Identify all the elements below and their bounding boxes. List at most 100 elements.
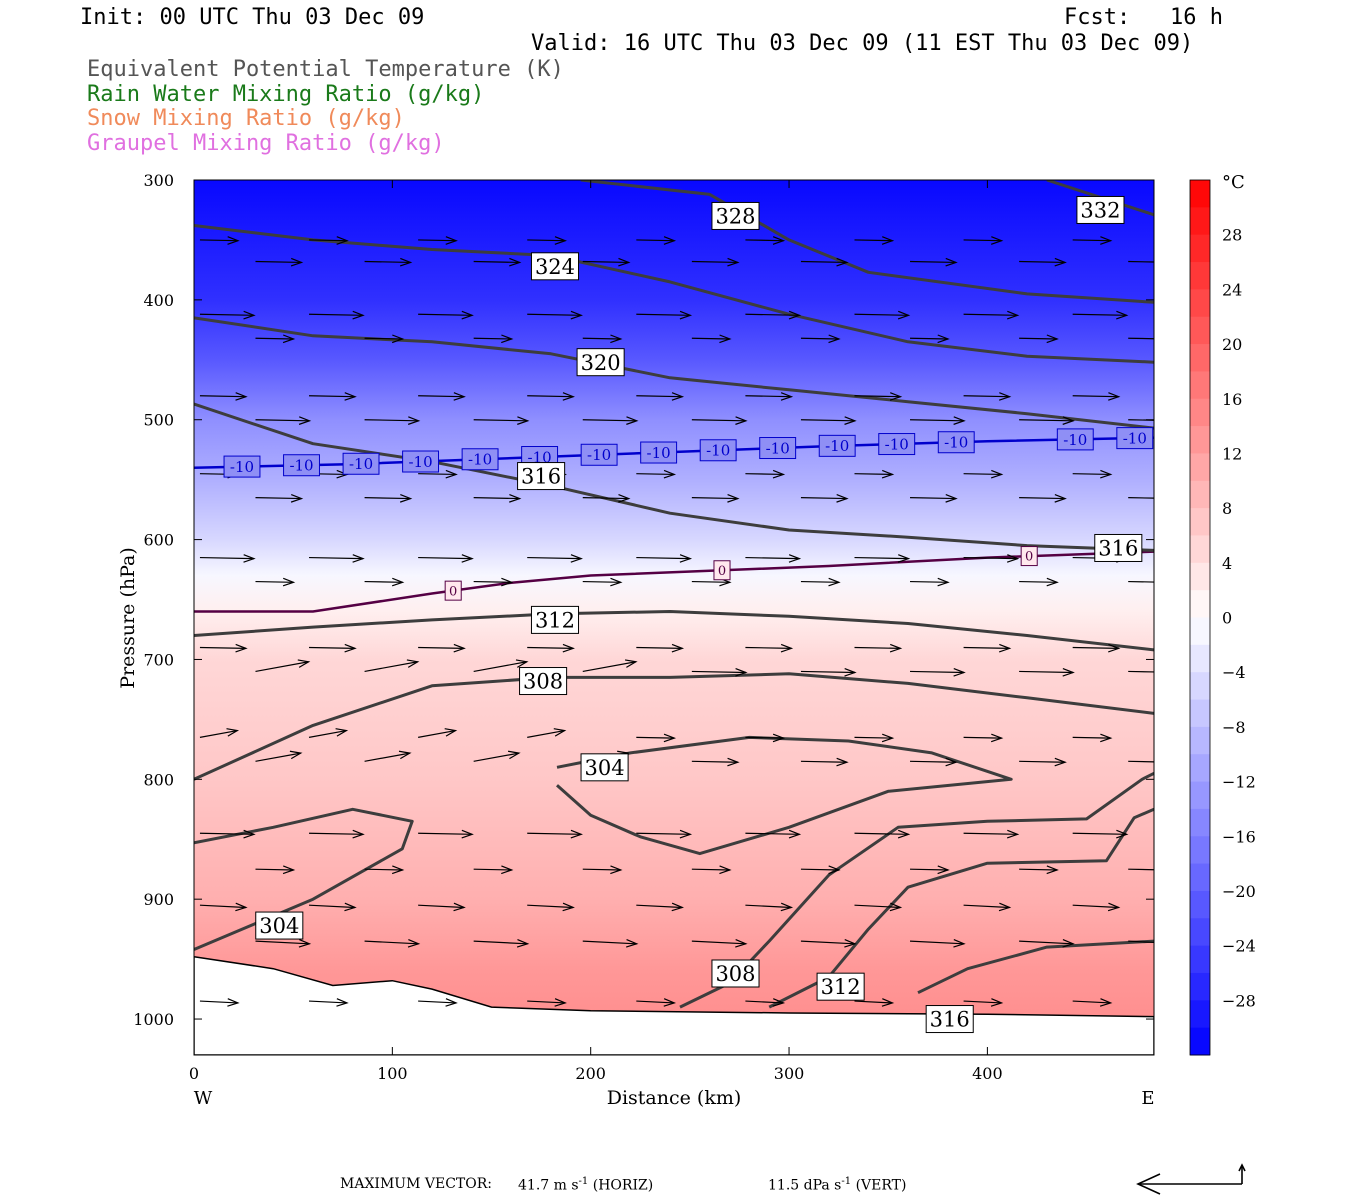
svg-text:312: 312 (535, 608, 575, 632)
colorbar-segment (1190, 945, 1210, 974)
wind-vector (364, 659, 420, 673)
y-axis-label: Pressure (hPa) (117, 547, 139, 689)
colorbar-segment (1190, 890, 1210, 919)
wind-vector (910, 334, 950, 344)
svg-text:316: 316 (521, 465, 561, 489)
wind-vector (1019, 257, 1067, 267)
svg-text:320: 320 (581, 351, 621, 375)
wind-vector (1019, 667, 1075, 677)
wind-vector (636, 392, 685, 401)
wind-vector (473, 416, 530, 425)
wind-vector (745, 236, 786, 245)
wind-vector (199, 310, 256, 320)
wind-vector (636, 902, 685, 912)
max-vector-vert: 11.5 dPa s-1 (VERT) (768, 1176, 906, 1194)
max-vector-horiz-unit: (HORIZ) (592, 1177, 654, 1194)
wind-vector (199, 554, 256, 563)
wind-vector (199, 829, 256, 839)
wind-vector (636, 469, 677, 479)
wind-vector (255, 494, 304, 503)
wind-vector (636, 310, 693, 320)
svg-text:328: 328 (715, 205, 755, 229)
wind-vector (255, 577, 296, 587)
colorbar-segment (1190, 262, 1210, 290)
svg-text:-10: -10 (647, 444, 671, 462)
contour-label: -10 (283, 454, 320, 477)
wind-vector (418, 902, 466, 912)
svg-text:0: 0 (1025, 550, 1033, 565)
wind-vector (854, 829, 911, 839)
legend-graupel: Graupel Mixing Ratio (g/kg) (87, 131, 445, 156)
wind-vector (1072, 902, 1121, 912)
max-vector-horiz-exponent: -1 (578, 1176, 589, 1187)
wind-vector (473, 257, 522, 267)
svg-text:-10: -10 (230, 458, 254, 476)
theta-e-line (768, 807, 1154, 1009)
wind-vector (1072, 643, 1121, 653)
contour-label: 324 (530, 252, 580, 281)
wind-vector (1019, 938, 1075, 948)
wind-vector (255, 659, 311, 673)
svg-text:308: 308 (523, 670, 563, 694)
contour-label: -10 (342, 452, 380, 475)
contour-label: 0 (713, 560, 731, 581)
wind-vector (418, 392, 466, 401)
theta-e-line (194, 402, 1154, 552)
wind-vector (255, 750, 303, 762)
wind-vector (745, 829, 802, 839)
wind-vector (255, 865, 296, 875)
wind-vector (1072, 310, 1129, 320)
wind-vector (582, 659, 638, 673)
wind-vector (309, 392, 357, 401)
wind-vector (582, 938, 639, 948)
wind-vector (473, 659, 529, 673)
wind-vector (910, 577, 950, 587)
wind-vector (636, 733, 677, 743)
wind-vector (309, 902, 357, 912)
wind-vector (364, 334, 405, 344)
colorbar-segment (1190, 398, 1210, 427)
wind-vector (745, 998, 786, 1007)
wind-vector (1019, 577, 1059, 587)
theta-e-line (580, 180, 1154, 304)
wind-vector (364, 938, 421, 948)
wind-vector (910, 865, 950, 875)
colorbar-tick-label: 24 (1222, 280, 1242, 299)
max-vector-vert-value: 11.5 dPa s (768, 1177, 842, 1194)
contour-label: 308 (519, 667, 568, 696)
wind-vector (745, 643, 794, 653)
wind-vector (364, 865, 405, 875)
wind-vector (199, 902, 248, 912)
wind-vector (910, 257, 958, 267)
svg-text:-10: -10 (349, 455, 373, 473)
colorbar-segment (1190, 644, 1210, 673)
wind-vector (854, 236, 895, 245)
wind-vector (1128, 868, 1154, 871)
svg-text:0: 0 (718, 564, 726, 579)
wind-vector (418, 643, 466, 653)
svg-text:0: 0 (449, 584, 457, 599)
contour-label: -10 (818, 434, 856, 457)
colorbar-segment (1190, 836, 1210, 865)
contour-label: -10 (402, 450, 440, 473)
wind-vector (473, 334, 514, 344)
contour-label: 332 (1076, 195, 1125, 224)
wind-vector (418, 728, 458, 738)
wind-vector (691, 757, 740, 767)
wind-vector (473, 577, 514, 587)
colorbar-segment (1190, 808, 1210, 837)
contour-label: -10 (580, 443, 618, 466)
colorbar-tick-label: −28 (1222, 991, 1256, 1010)
wind-vector (199, 643, 248, 653)
wind-vector (473, 750, 521, 762)
colorbar-segment (1190, 234, 1210, 263)
contour-label: -10 (878, 433, 916, 456)
svg-text:-10: -10 (885, 435, 909, 453)
wind-vector (582, 494, 631, 503)
svg-text:-10: -10 (408, 453, 432, 471)
wind-vector (636, 554, 693, 563)
svg-text:-10: -10 (944, 434, 968, 452)
svg-text:308: 308 (715, 962, 755, 986)
colorbar-unit: °C (1222, 172, 1245, 193)
